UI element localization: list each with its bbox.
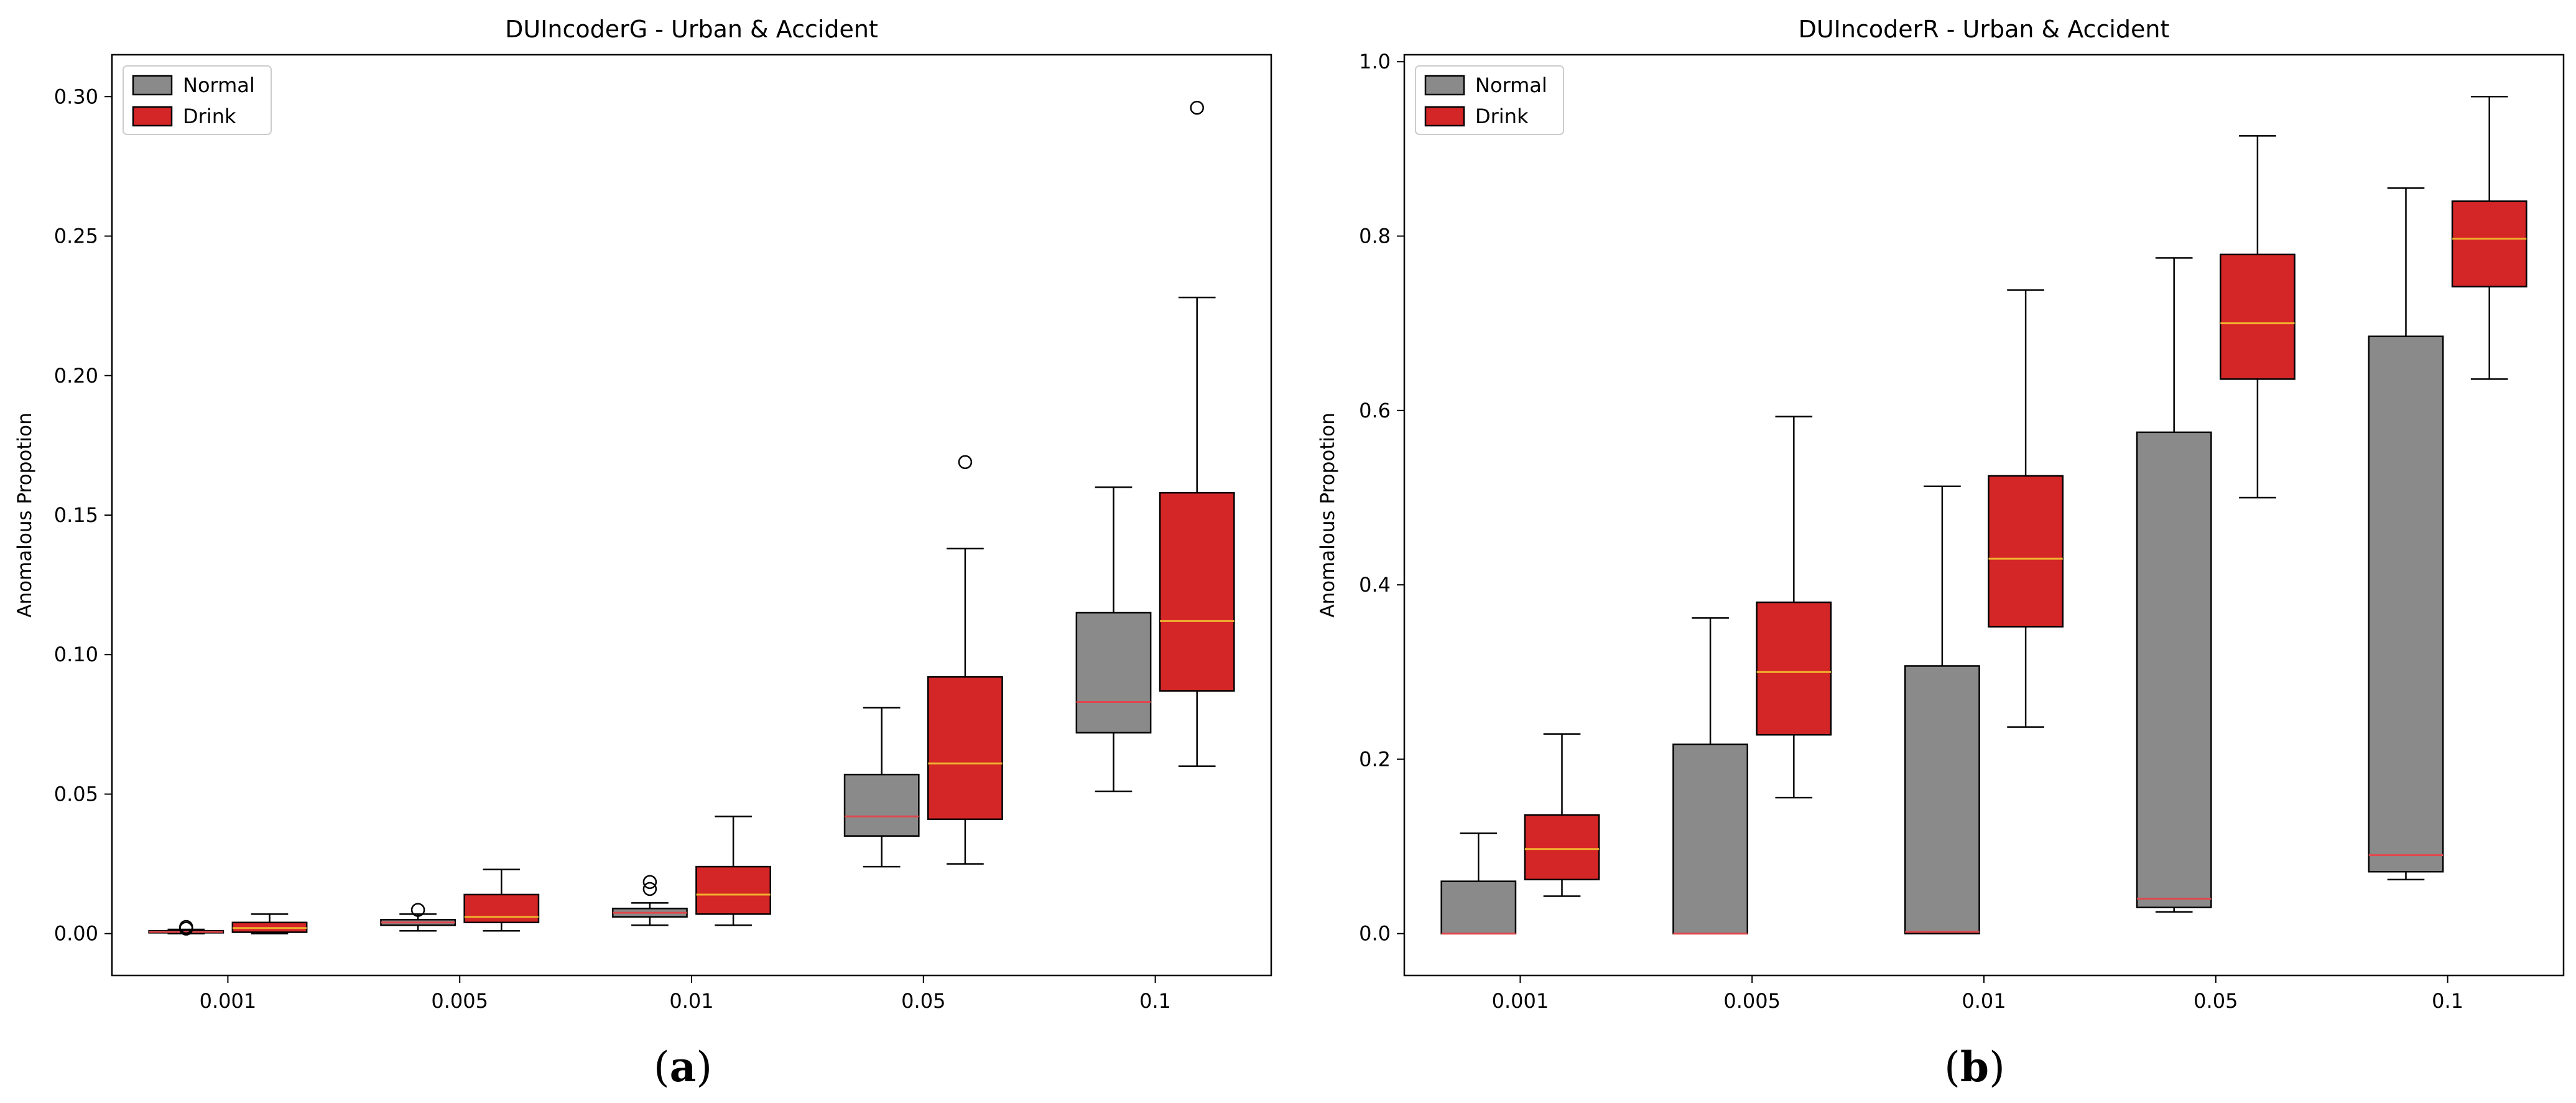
normal-outlier [642,875,657,890]
drink-box [1159,491,1235,692]
legend-swatch-normal [1424,75,1465,96]
x-tick-label: 0.1 [1139,989,1171,1013]
normal-box [2136,431,2212,908]
caption-b: (b) [1944,1043,2005,1091]
drink-box [2220,253,2296,380]
x-tick-label: 0.001 [200,989,257,1013]
drink-outlier [1190,100,1204,115]
drink-box [2451,200,2527,288]
caption-b-open: ( [1944,1043,1960,1091]
x-tick-label: 0.05 [2194,989,2238,1013]
caption-a-open: ( [654,1043,670,1091]
y-tick-label: 0.30 [54,85,98,108]
normal-box [2368,335,2444,873]
chart-title: DUIncoderG - Urban & Accident [505,16,878,43]
caption-a-close: ) [696,1043,712,1091]
caption-b-close: ) [1989,1043,2005,1091]
x-tick-label: 0.05 [901,989,945,1013]
y-tick-label: 1.0 [1359,50,1391,73]
y-axis-label: Anomalous Propotion [14,412,36,617]
caption-b-letter: b [1960,1043,1989,1091]
panel-b-duincoderr: DUIncoderR - Urban & Accident Anomalous P… [1317,16,2565,1013]
drink-box [1524,814,1600,881]
y-tick-label: 0.10 [54,643,98,666]
drink-box [695,865,772,915]
x-tick-label: 0.01 [669,989,713,1013]
y-tick-label: 0.00 [54,922,98,946]
drink-box [927,676,1003,821]
normal-box [843,773,920,837]
x-tick-label: 0.005 [1723,989,1781,1013]
y-tick-label: 0.4 [1359,573,1391,597]
drink-box [1988,475,2064,628]
plot-frame [111,54,1272,977]
legend-swatch-normal [132,75,173,96]
x-tick-label: 0.005 [431,989,488,1013]
normal-box [1904,665,1980,934]
drink-box [1756,601,1832,736]
y-tick-label: 0.25 [54,225,98,248]
caption-a: (a) [654,1043,712,1091]
panel-a-duincoderg: DUIncoderG - Urban & Accident Anomalous P… [14,16,1272,1013]
legend-label-normal: Normal [1475,73,1547,97]
drink-outlier [958,455,973,470]
normal-box [1440,880,1517,934]
legend-swatch-drink [132,106,173,127]
y-tick-label: 0.2 [1359,747,1391,771]
y-tick-label: 0.15 [54,503,98,527]
normal-outlier [179,919,193,934]
normal-outlier [410,903,425,917]
x-tick-label: 0.1 [2432,989,2463,1013]
legend-label-drink: Drink [183,105,236,128]
x-tick-label: 0.01 [1962,989,2006,1013]
y-tick-label: 0.6 [1359,399,1391,422]
legend-label-normal: Normal [183,73,255,97]
caption-a-letter: a [670,1043,697,1091]
normal-outlier [642,882,657,896]
y-axis-label: Anomalous Propotion [1317,412,1339,617]
legend-swatch-drink [1424,106,1465,127]
y-tick-label: 0.8 [1359,225,1391,248]
y-tick-label: 0.20 [54,364,98,388]
normal-box [1672,743,1748,934]
y-tick-label: 0.0 [1359,922,1391,946]
y-tick-label: 0.05 [54,782,98,806]
plot-frame [1403,54,2565,977]
chart-title: DUIncoderR - Urban & Accident [1799,16,2170,43]
drink-box [463,893,540,924]
x-tick-label: 0.001 [1492,989,1549,1013]
legend-label-drink: Drink [1475,105,1529,128]
normal-box [1075,612,1152,734]
